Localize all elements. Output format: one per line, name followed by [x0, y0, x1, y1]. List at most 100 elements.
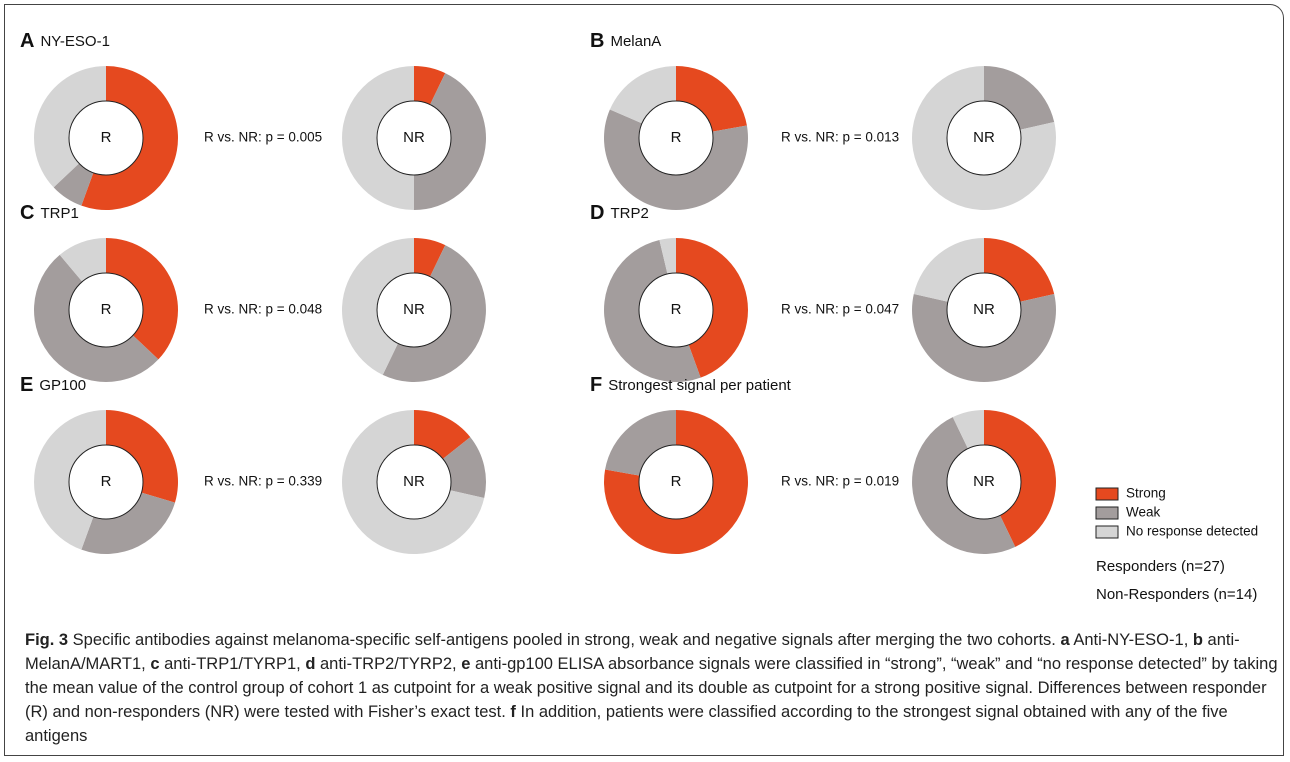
caption-bold: e [461, 655, 471, 673]
donut-segment [106, 410, 178, 503]
panel-title: B MelanA [590, 30, 661, 52]
donut-hole [946, 272, 1022, 348]
figure: A NY-ESO-1 R vs. NR: p = 0.005 R NR B MelanA R … [4, 4, 1284, 756]
caption-text: Specific antibodies against melanoma-spe… [68, 631, 1061, 649]
caption-text: anti-MelanA/MART1, [25, 631, 1240, 673]
panel-letter: E [20, 374, 33, 396]
panel-letter: F [590, 374, 602, 396]
p-value: R vs. NR: p = 0.339 [204, 474, 322, 489]
center-label: NR [403, 473, 425, 490]
caption-bold: Fig. 3 [25, 631, 69, 649]
donut-segment [604, 239, 701, 382]
caption: Fig. 3 Specific antibodies against melan… [25, 628, 1280, 748]
donut-segment [81, 66, 178, 210]
panel-letter: C [20, 202, 34, 224]
center-label: NR [403, 129, 425, 146]
center-label: R [671, 301, 682, 318]
panel-letter: B [590, 30, 604, 52]
center-label: NR [973, 301, 995, 318]
p-value: R vs. NR: p = 0.005 [204, 130, 322, 145]
donut-segment [676, 66, 747, 132]
panel-title: D TRP2 [590, 202, 649, 224]
caption-bold: a [1060, 631, 1070, 649]
legend-label: No response detected [1126, 524, 1258, 539]
caption-bold: b [1192, 631, 1203, 649]
p-value: R vs. NR: p = 0.013 [781, 130, 899, 145]
donut-segment [604, 410, 749, 555]
donut-segment [414, 66, 446, 105]
donut-hole [376, 444, 452, 520]
caption-bold: f [510, 703, 516, 721]
panel-name: Strongest signal per patient [608, 377, 791, 394]
legend-label: Weak [1126, 505, 1161, 520]
donut-hole [376, 272, 452, 348]
donut-segment [34, 66, 106, 188]
donut-segment [342, 238, 414, 375]
donut-segment [59, 238, 106, 282]
donut-segment [414, 73, 487, 210]
donut-hole [638, 444, 714, 520]
donut-segment [659, 238, 676, 274]
donut-segment [609, 66, 676, 124]
legend-swatch [1095, 506, 1119, 520]
donut-segment [912, 417, 1016, 554]
donut-hole [376, 100, 452, 176]
center-label: R [101, 473, 112, 490]
caption-text: anti-gp100 ELISA absorbance signals were… [25, 655, 1278, 721]
donut-hole [946, 100, 1022, 176]
panel-title: C TRP1 [20, 202, 79, 224]
panel-title: A NY-ESO-1 [20, 30, 110, 52]
panel-name: NY-ESO-1 [40, 33, 109, 50]
donut-hole [68, 100, 144, 176]
donut-segment [442, 437, 487, 499]
caption-text: anti-TRP2/TYRP2, [315, 655, 462, 673]
panel-name: MelanA [610, 33, 661, 50]
center-label: R [671, 473, 682, 490]
donut-segment [913, 238, 984, 302]
donut-hole [638, 272, 714, 348]
center-label: NR [973, 129, 995, 146]
donut-segment [414, 410, 471, 459]
donut-hole [638, 100, 714, 176]
donut-segment [605, 410, 676, 476]
donut-segment [912, 293, 1056, 383]
donut-segment [984, 66, 1055, 130]
donut-segment [382, 245, 486, 382]
center-label: R [101, 301, 112, 318]
p-value: R vs. NR: p = 0.048 [204, 302, 322, 317]
caption-bold: c [150, 655, 160, 673]
panel-name: TRP2 [610, 205, 648, 222]
panel-letter: A [20, 30, 34, 52]
legend-note: Non-Responders (n=14) [1096, 586, 1257, 603]
panel-name: GP100 [39, 377, 86, 394]
panel-name: TRP1 [40, 205, 78, 222]
donut-segment [106, 238, 178, 360]
legend-swatch [1095, 487, 1119, 501]
donut-segment [984, 238, 1055, 302]
center-label: NR [973, 473, 995, 490]
legend-swatch [1095, 525, 1119, 539]
donut-segment [414, 238, 446, 277]
p-value: R vs. NR: p = 0.019 [781, 474, 899, 489]
caption-text: Anti-NY-ESO-1, [1069, 631, 1193, 649]
caption-bold: d [305, 655, 316, 673]
donut-segment [342, 410, 485, 554]
donut-hole [68, 444, 144, 520]
donut-hole [68, 272, 144, 348]
center-label: NR [403, 301, 425, 318]
caption-text: In addition, patients were classified ac… [25, 703, 1228, 745]
center-label: R [101, 129, 112, 146]
chart: A NY-ESO-1 R vs. NR: p = 0.005 R NR B MelanA R … [20, 30, 1258, 603]
donut-segment [81, 492, 175, 555]
caption-text: anti-TRP1/TYRP1, [159, 655, 306, 673]
panel-title: E GP100 [20, 374, 86, 396]
panel-letter: D [590, 202, 604, 224]
donut-segment [603, 109, 748, 211]
donut-hole [946, 444, 1022, 520]
panel-title: F Strongest signal per patient [590, 374, 792, 396]
donut-segment [342, 66, 414, 210]
donut-segment [984, 410, 1057, 547]
donut-segment [952, 410, 984, 449]
donut-segment [912, 66, 1056, 210]
donut-segment [53, 163, 94, 206]
